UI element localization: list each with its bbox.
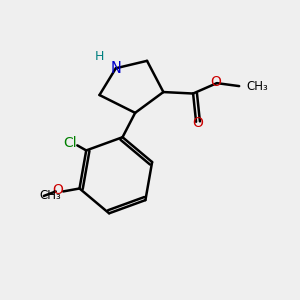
Text: H: H [95, 50, 104, 63]
Text: CH₃: CH₃ [39, 189, 61, 203]
Text: O: O [192, 116, 203, 130]
Text: O: O [210, 75, 221, 88]
Text: CH₃: CH₃ [247, 80, 268, 93]
Text: Cl: Cl [63, 136, 77, 150]
Text: N: N [110, 61, 121, 76]
Text: O: O [52, 183, 63, 197]
